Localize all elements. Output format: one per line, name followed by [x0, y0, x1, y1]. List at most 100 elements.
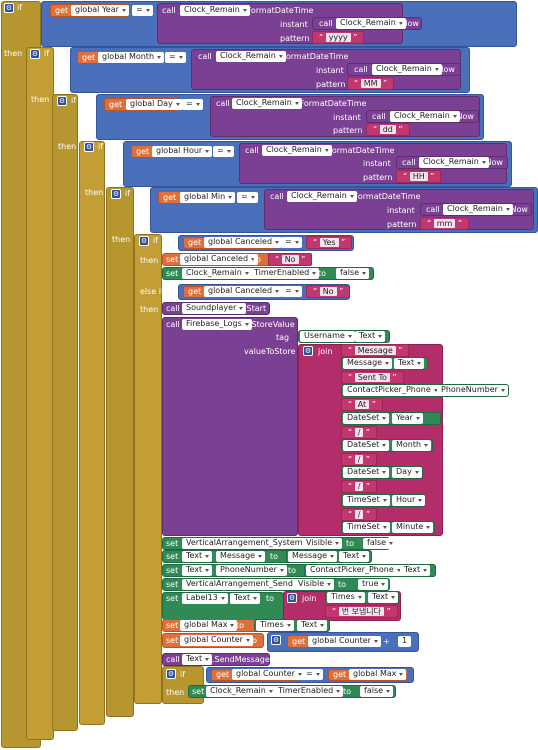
var-dropdown[interactable]: global Day [126, 99, 183, 110]
component-dropdown[interactable]: Message [343, 358, 393, 369]
component-dropdown[interactable]: Clock_Remain [287, 191, 357, 202]
component-dropdown[interactable]: TimeSet [343, 495, 390, 506]
var-dropdown[interactable]: global Hour [152, 146, 213, 157]
if-block-month[interactable] [26, 47, 54, 740]
property-dropdown[interactable]: Text [400, 565, 431, 576]
text-string-block[interactable]: “ dd ” [366, 123, 410, 136]
component-dropdown[interactable]: Text [182, 654, 213, 665]
property-dropdown[interactable]: Minute [392, 522, 434, 533]
text-string-block[interactable]: “ yyyy ” [312, 31, 365, 44]
property-dropdown[interactable]: PhoneNumber [216, 565, 287, 576]
text-string-block[interactable]: “ / ” [341, 426, 378, 439]
boolean-dropdown[interactable]: false [336, 268, 370, 279]
property-dropdown[interactable]: Month [392, 440, 432, 451]
component-dropdown[interactable]: VerticalArrangement_Send [182, 579, 303, 590]
if-block-hour[interactable] [79, 141, 105, 725]
operator-dropdown[interactable]: = [165, 52, 186, 63]
mutator-gear-icon[interactable]: ⚙ [30, 49, 40, 59]
var-dropdown[interactable]: global Counter [180, 635, 253, 646]
text-string-block[interactable]: “ HH ” [396, 170, 442, 183]
operator-dropdown[interactable]: = [237, 192, 258, 203]
var-dropdown[interactable]: global Min [180, 192, 236, 203]
text-string-block[interactable]: “ / ” [341, 453, 378, 466]
var-dropdown[interactable]: global Month [98, 52, 165, 63]
text-string-block[interactable]: “ MM ” [347, 77, 395, 90]
property-dropdown[interactable]: PhoneNumber [437, 385, 508, 396]
boolean-dropdown[interactable]: false [360, 686, 394, 697]
property-dropdown[interactable]: Text [230, 593, 261, 604]
operator-dropdown[interactable]: = [182, 99, 203, 110]
component-dropdown[interactable]: Clock_Remain [419, 157, 489, 168]
property-dropdown[interactable]: Visible [302, 538, 343, 549]
text-string-block[interactable]: “ mm ” [420, 217, 469, 230]
text-string-block[interactable]: “ No ” [306, 285, 351, 298]
component-dropdown[interactable]: Text [182, 565, 213, 576]
mutator-gear-icon[interactable]: ⚙ [287, 593, 297, 603]
component-dropdown[interactable]: Clock_Remain [180, 5, 250, 16]
component-dropdown[interactable]: Clock_Remain [443, 204, 513, 215]
property-dropdown[interactable]: TimerEnabled [250, 268, 320, 279]
operator-dropdown[interactable]: = [281, 237, 302, 248]
property-dropdown[interactable]: Message [216, 551, 266, 562]
text-string-block[interactable]: “ / ” [341, 508, 378, 521]
component-dropdown[interactable]: Clock_Remain [262, 145, 332, 156]
var-dropdown[interactable]: global Counter [308, 636, 381, 647]
component-dropdown[interactable]: Clock_Remain [390, 111, 460, 122]
component-dropdown[interactable]: Clock_Remain [182, 268, 252, 279]
component-dropdown[interactable]: Message [288, 551, 338, 562]
operator-dropdown[interactable]: = [302, 669, 323, 680]
property-dropdown[interactable]: Day [392, 467, 422, 478]
component-dropdown[interactable]: DateSet [343, 440, 390, 451]
var-dropdown[interactable]: global Year [71, 5, 129, 16]
component-dropdown[interactable]: Text [182, 551, 213, 562]
var-dropdown[interactable]: global Max [349, 669, 407, 680]
component-dropdown[interactable]: Firebase_Logs [182, 319, 252, 330]
mutator-gear-icon[interactable]: ⚙ [166, 669, 176, 679]
component-dropdown[interactable]: Clock_Remain [336, 18, 406, 29]
component-dropdown[interactable]: Username [300, 331, 355, 342]
property-dropdown[interactable]: Text [368, 592, 399, 603]
property-dropdown[interactable]: Year [392, 413, 423, 424]
if-block-day[interactable] [52, 94, 78, 731]
mutator-gear-icon[interactable]: ⚙ [303, 346, 313, 356]
var-dropdown[interactable]: global Canceled [204, 286, 283, 297]
component-dropdown[interactable]: ContactPicker_Phone [343, 385, 441, 396]
component-dropdown[interactable]: DateSet [343, 467, 390, 478]
mutator-gear-icon[interactable]: ⚙ [111, 189, 121, 199]
if-block-canceled[interactable] [134, 234, 162, 704]
mutator-gear-icon[interactable]: ⚙ [271, 635, 281, 645]
property-dropdown[interactable]: Text [297, 620, 328, 631]
component-dropdown[interactable]: TimeSet [343, 522, 390, 533]
component-dropdown[interactable]: ContactPicker_Phone [306, 565, 404, 576]
text-string-block[interactable]: “ 번 보냅니다 ” [325, 605, 398, 618]
component-dropdown[interactable]: Times [327, 592, 365, 603]
component-dropdown[interactable]: Clock_Remain [216, 51, 286, 62]
mutator-gear-icon[interactable]: ⚙ [139, 236, 149, 246]
component-dropdown[interactable]: DateSet [343, 413, 390, 424]
property-dropdown[interactable]: Text [394, 358, 425, 369]
component-dropdown[interactable]: Label13 [182, 593, 228, 604]
text-string-block[interactable]: “ / ” [341, 480, 378, 493]
property-dropdown[interactable]: Text [355, 331, 386, 342]
mutator-gear-icon[interactable]: ⚙ [84, 142, 94, 152]
component-dropdown[interactable]: Clock_Remain [232, 98, 302, 109]
number-block[interactable]: 1 [398, 636, 412, 647]
property-dropdown[interactable]: Hour [392, 495, 426, 506]
var-dropdown[interactable]: global Canceled [180, 254, 259, 265]
component-dropdown[interactable]: VerticalArrangement_System [182, 538, 313, 549]
var-dropdown[interactable]: global Canceled [204, 237, 283, 248]
operator-dropdown[interactable]: = [213, 146, 234, 157]
text-string-block[interactable]: “ Message ” [341, 344, 410, 357]
text-string-block[interactable]: “ At ” [341, 398, 383, 411]
var-dropdown[interactable]: global Counter [232, 669, 305, 680]
property-dropdown[interactable]: Visible [294, 579, 335, 590]
component-dropdown[interactable]: Times [256, 620, 294, 631]
firebase-store-value-block[interactable] [162, 317, 298, 536]
if-block-min[interactable] [106, 187, 134, 717]
property-dropdown[interactable]: TimerEnabled [274, 686, 344, 697]
operator-dropdown[interactable]: = [281, 286, 302, 297]
text-string-block[interactable]: “ Sent To ” [341, 371, 404, 384]
component-dropdown[interactable]: Soundplayer [182, 303, 247, 314]
component-dropdown[interactable]: Clock_Remain [372, 64, 442, 75]
text-string-block[interactable]: “ No ” [268, 253, 313, 266]
